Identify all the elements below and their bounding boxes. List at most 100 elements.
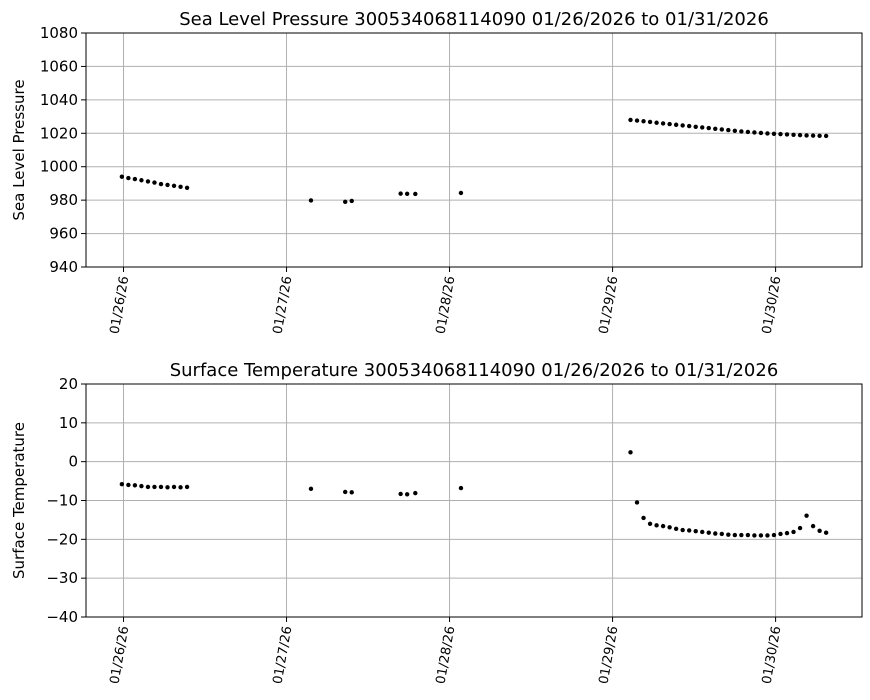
pressure-y-tick-label: 980 — [49, 191, 78, 209]
pressure-data-point — [745, 129, 751, 135]
temperature-y-tick-label: 20 — [59, 375, 78, 393]
pressure-data-point — [693, 124, 698, 129]
temperature-data-point — [817, 528, 822, 533]
pressure-data-point — [719, 127, 724, 132]
pressure-data-point — [184, 185, 190, 190]
temperature-data-point — [178, 485, 183, 490]
pressure-data-point — [458, 190, 464, 196]
pressure-y-tick-label: 960 — [49, 225, 78, 243]
pressure-data-point — [349, 198, 354, 204]
temperature-data-point — [413, 490, 418, 496]
pressure-data-point — [171, 183, 177, 188]
pressure-data-point — [726, 127, 731, 133]
temperature-data-point — [719, 531, 724, 537]
temperature-data-point — [700, 529, 705, 535]
temperature-x-tick-label: 01/27/26 — [271, 625, 296, 685]
temperature-data-point — [784, 530, 790, 536]
pressure-data-point — [706, 125, 711, 131]
pressure-data-point — [784, 132, 790, 137]
temperature-y-tick-label: 10 — [59, 414, 78, 432]
pressure-x-tick-label: 01/28/26 — [434, 275, 459, 335]
pressure-data-point — [178, 184, 183, 189]
temperature-data-point — [398, 491, 403, 497]
temperature-data-point — [810, 523, 816, 529]
temperature-data-point — [641, 515, 646, 521]
temperature-markers — [119, 450, 829, 538]
pressure-data-point — [673, 122, 679, 127]
pressure-y-axis-label: Sea Level Pressure — [10, 79, 28, 220]
temperature-data-point — [732, 532, 738, 538]
temperature-data-point — [132, 483, 138, 488]
pressure-data-point — [713, 126, 718, 131]
temperature-data-point — [628, 450, 633, 455]
temperature-data-point — [184, 484, 190, 490]
pressure-y-tick-label: 1040 — [40, 91, 78, 109]
temperature-data-point — [165, 485, 170, 490]
pressure-data-point — [139, 178, 144, 183]
temperature-y-tick-label: −20 — [46, 530, 78, 548]
temperature-data-point — [739, 532, 744, 538]
temperature-data-point — [758, 533, 764, 538]
pressure-y-tick-label: 1080 — [40, 24, 78, 42]
temperature-data-point — [458, 485, 464, 491]
pressure-data-point — [739, 129, 744, 134]
temperature-data-point — [126, 482, 131, 488]
temperature-x-tick-label: 01/30/26 — [760, 625, 785, 685]
pressure-data-point — [700, 125, 705, 130]
pressure-data-point — [732, 128, 738, 133]
temperature-data-point — [713, 531, 718, 536]
temperature-data-point — [686, 528, 692, 533]
temperature-y-axis-label: Surface Temperature — [10, 422, 28, 579]
temperature-y-tick-label: −10 — [46, 492, 78, 510]
pressure-data-point — [404, 191, 410, 196]
temperature-data-point — [660, 523, 666, 529]
temperature-data-point — [171, 484, 177, 490]
temperature-axis-ticks: −40 −30 −20 −10 0 10 20 01/26/26 01/27/26 01/28/2… — [46, 375, 784, 685]
pressure-y-tick-label: 940 — [49, 258, 78, 276]
temperature-data-point — [349, 490, 354, 495]
pressure-chart-title: Sea Level Pressure 300534068114090 01/26… — [179, 9, 769, 30]
temperature-y-tick-label: −30 — [46, 569, 78, 587]
pressure-data-point — [165, 182, 170, 188]
temperature-data-point — [797, 525, 803, 531]
temperature-data-point — [139, 483, 144, 489]
temperature-data-point — [404, 492, 410, 497]
pressure-data-point — [413, 191, 418, 197]
pressure-data-point — [145, 179, 151, 184]
pressure-data-point — [654, 120, 659, 125]
temperature-data-point — [119, 481, 125, 487]
pressure-data-point — [667, 121, 672, 127]
pressure-data-point — [758, 130, 764, 136]
temperature-data-point — [706, 530, 711, 535]
pressure-gridlines — [86, 32, 862, 268]
pressure-data-point — [398, 191, 403, 196]
temperature-data-point — [343, 489, 348, 495]
temperature-data-point — [771, 532, 777, 538]
temperature-chart-title: Surface Temperature 300534068114090 01/2… — [170, 360, 779, 381]
pressure-data-point — [804, 133, 809, 138]
temperature-data-point — [667, 525, 672, 530]
temperature-data-point — [791, 529, 796, 535]
temperature-data-point — [765, 533, 770, 538]
temperature-data-point — [778, 531, 783, 537]
temperature-data-point — [647, 521, 653, 526]
pressure-data-point — [628, 117, 633, 123]
pressure-plot-frame — [85, 32, 863, 268]
temperature-data-point — [145, 484, 151, 490]
temperature-data-point — [752, 533, 757, 538]
temperature-data-point — [673, 526, 679, 532]
pressure-data-point — [152, 180, 157, 185]
pressure-data-point — [119, 174, 125, 179]
temperature-data-point — [680, 527, 685, 533]
temperature-data-point — [634, 500, 640, 505]
pressure-data-point — [823, 133, 829, 139]
temperature-data-point — [804, 513, 809, 518]
temperature-data-point — [823, 530, 829, 535]
temperature-x-tick-label: 01/26/26 — [108, 625, 133, 685]
pressure-data-point — [765, 131, 770, 136]
temperature-x-tick-label: 01/28/26 — [434, 625, 459, 685]
pressure-data-point — [791, 132, 796, 137]
pressure-data-point — [797, 132, 803, 138]
pressure-data-point — [680, 123, 685, 128]
pressure-y-tick-label: 1060 — [40, 57, 78, 75]
